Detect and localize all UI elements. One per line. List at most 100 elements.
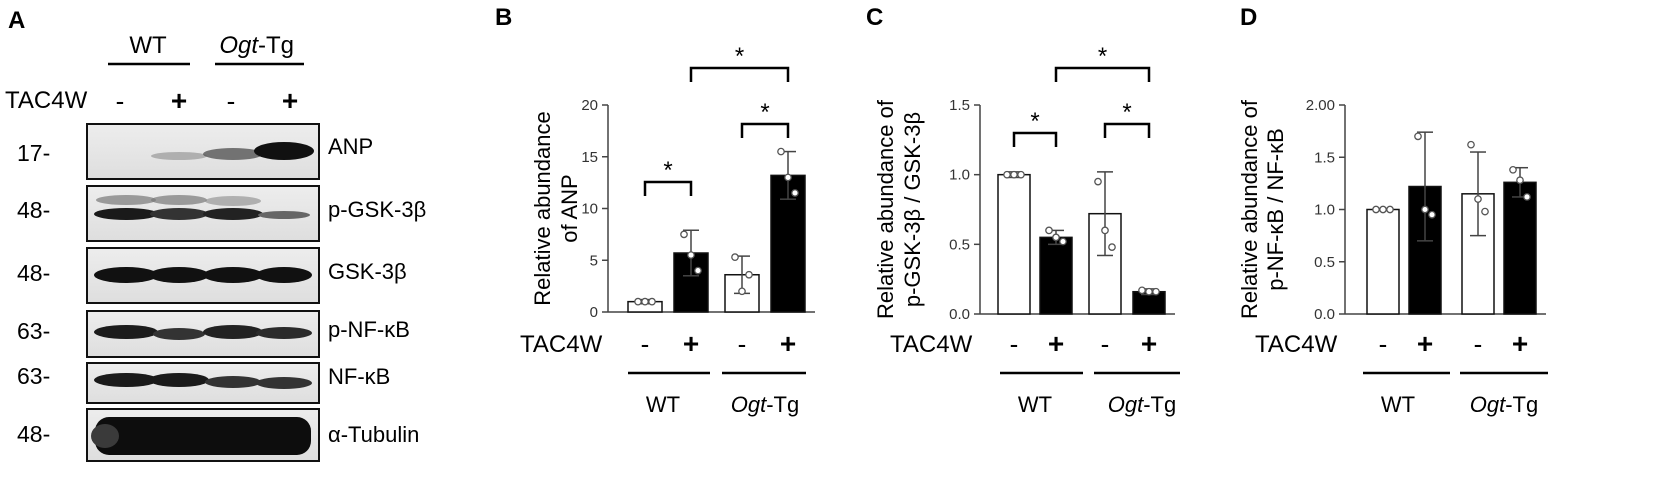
significance-bracket	[1103, 122, 1151, 138]
data-point	[648, 297, 656, 306]
y-tick-label: 15	[581, 149, 598, 166]
tac-sign: -	[1101, 329, 1110, 359]
tac-sign: +	[1141, 328, 1157, 359]
tac-sign: -	[1474, 329, 1483, 359]
data-point	[777, 147, 785, 156]
data-point	[1052, 233, 1060, 242]
significance-bracket	[643, 180, 693, 196]
data-point	[738, 287, 746, 296]
data-point	[1428, 210, 1436, 219]
group-label-tg: -Tg	[766, 392, 799, 417]
tac-label: TAC4W	[890, 331, 973, 358]
tac-sign: -	[641, 329, 650, 359]
blot-gsk3b: 48- GSK-3β	[17, 247, 407, 304]
group-label-tg: -Tg	[258, 32, 294, 59]
group-label-ogt-tg: Ogt-Tg	[1108, 392, 1176, 417]
blot-tubulin: 48- α-Tubulin	[17, 408, 419, 462]
data-point	[1101, 226, 1109, 235]
chart-p-gsk3b-ratio: 0.0 0.5 1.0 1.5 Relative abundance of p-GSK-3…	[873, 43, 1180, 417]
bar	[1039, 236, 1073, 315]
data-point	[1003, 170, 1011, 179]
significance-star: *	[1030, 108, 1039, 135]
significance-bracket	[740, 122, 790, 138]
blot-label: p-NF-κB	[328, 317, 410, 342]
data-point	[1414, 132, 1422, 141]
data-point	[1421, 205, 1429, 214]
data-point	[1379, 205, 1387, 214]
data-point	[791, 189, 799, 197]
tac-sign: +	[1512, 328, 1528, 359]
data-point	[687, 251, 695, 259]
data-point	[641, 297, 649, 306]
tac-sign: +	[171, 85, 187, 116]
significance-star: *	[663, 157, 672, 184]
tac-sign: +	[1417, 328, 1433, 359]
tac-sign: -	[738, 329, 747, 359]
group-label-ogt: Ogt	[219, 32, 259, 59]
y-tick-label: 20	[581, 97, 598, 114]
mw-marker: 17-	[17, 140, 50, 166]
group-label-wt: WT	[646, 392, 680, 417]
y-tick-label: 5	[590, 252, 598, 269]
y-axis-label: of ANP	[557, 174, 582, 242]
y-tick-label: 0.5	[949, 236, 970, 253]
group-label-wt: WT	[1018, 392, 1052, 417]
significance-star: *	[735, 43, 744, 70]
data-point	[1481, 207, 1489, 216]
blot-p-nfkb: 63- p-NF-κB	[17, 310, 410, 358]
data-point	[1467, 140, 1475, 149]
tac-sign: +	[1048, 328, 1064, 359]
data-point	[1523, 193, 1531, 201]
panel-letter-a: A	[8, 7, 25, 34]
y-axis-label: p-NF-κB / NF-κB	[1263, 128, 1288, 291]
y-tick-label: 1.5	[1314, 149, 1335, 166]
panel-a: A WT Ogt -Tg TAC4W - + - + 17- ANP	[5, 7, 426, 462]
data-point	[1138, 286, 1146, 295]
chart-p-nfkb-ratio: 0.0 0.5 1.0 1.5 2.00 Relative abundance of p-N…	[1237, 97, 1548, 417]
tac-sign: -	[1010, 329, 1019, 359]
significance-bracket	[1054, 66, 1151, 82]
data-point	[784, 173, 792, 182]
blot-label: α-Tubulin	[328, 422, 419, 447]
blot-label: p-GSK-3β	[328, 197, 426, 222]
y-tick-label: 1.0	[1314, 202, 1335, 219]
bar	[997, 173, 1031, 315]
tac-label: TAC4W	[5, 87, 88, 114]
data-point	[1516, 176, 1524, 185]
data-point	[1108, 243, 1116, 251]
data-point	[1509, 165, 1517, 174]
data-point	[1152, 287, 1160, 296]
group-label-wt: WT	[1381, 392, 1415, 417]
panel-letter-c: C	[866, 4, 883, 31]
group-label-ogt: Ogt	[731, 392, 767, 417]
data-point	[1045, 226, 1053, 235]
y-tick-label: 0.0	[1314, 306, 1335, 323]
chart-relative-anp: 0 5 10 15 20 Relative abundance of ANP * * * TAC4W…	[520, 43, 815, 417]
y-tick-label: 1.0	[949, 167, 970, 184]
y-axis-label: Relative abundance of	[873, 99, 898, 319]
significance-star: *	[1098, 43, 1107, 70]
mw-marker: 48-	[17, 421, 50, 447]
data-point	[1474, 195, 1482, 203]
data-point	[731, 253, 739, 261]
data-point	[1372, 205, 1380, 214]
significance-star: *	[1122, 99, 1131, 126]
bar	[1503, 181, 1537, 315]
tac-label: TAC4W	[1255, 331, 1338, 358]
data-point	[1059, 237, 1067, 246]
tac-label: TAC4W	[520, 331, 603, 358]
data-point	[1017, 170, 1025, 179]
mw-marker: 63-	[17, 318, 50, 344]
y-axis-label: p-GSK-3β / GSK-3β	[900, 112, 925, 307]
blot-label: GSK-3β	[328, 259, 407, 284]
data-point	[1010, 170, 1018, 179]
y-tick-label: 0	[590, 304, 598, 321]
tac-sign: -	[227, 86, 236, 116]
y-axis-label: Relative abundance of	[1237, 99, 1262, 319]
bar	[1366, 208, 1400, 315]
tac-sign: -	[116, 86, 125, 116]
blot-label: ANP	[328, 134, 373, 159]
blot-anp: 17- ANP	[17, 123, 373, 180]
y-tick-label: 2.00	[1306, 97, 1335, 114]
